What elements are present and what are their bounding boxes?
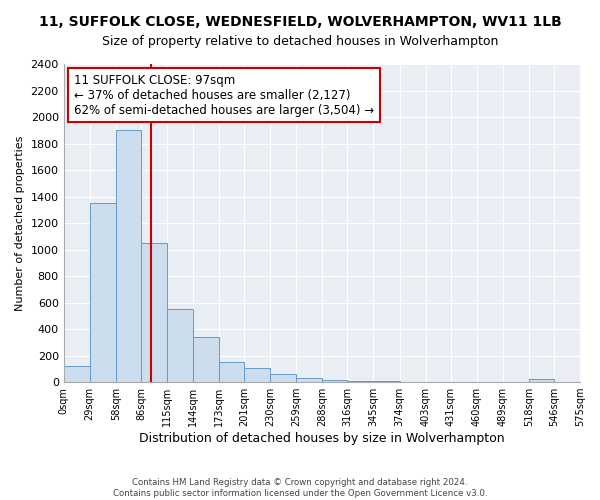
- Bar: [141, 243, 167, 382]
- X-axis label: Distribution of detached houses by size in Wolverhampton: Distribution of detached houses by size …: [139, 432, 505, 445]
- Bar: [193, 337, 219, 382]
- Bar: [529, 380, 554, 382]
- Bar: [64, 366, 90, 382]
- Y-axis label: Number of detached properties: Number of detached properties: [15, 136, 25, 310]
- Text: 11 SUFFOLK CLOSE: 97sqm
← 37% of detached houses are smaller (2,127)
62% of semi: 11 SUFFOLK CLOSE: 97sqm ← 37% of detache…: [74, 74, 374, 116]
- Bar: [347, 381, 373, 382]
- Bar: [244, 368, 270, 382]
- Bar: [219, 362, 244, 382]
- Text: 11, SUFFOLK CLOSE, WEDNESFIELD, WOLVERHAMPTON, WV11 1LB: 11, SUFFOLK CLOSE, WEDNESFIELD, WOLVERHA…: [38, 15, 562, 29]
- Bar: [167, 309, 193, 382]
- Text: Size of property relative to detached houses in Wolverhampton: Size of property relative to detached ho…: [102, 35, 498, 48]
- Bar: [322, 380, 347, 382]
- Text: Contains HM Land Registry data © Crown copyright and database right 2024.
Contai: Contains HM Land Registry data © Crown c…: [113, 478, 487, 498]
- Bar: [116, 130, 141, 382]
- Bar: [90, 203, 116, 382]
- Bar: [270, 374, 296, 382]
- Bar: [296, 378, 322, 382]
